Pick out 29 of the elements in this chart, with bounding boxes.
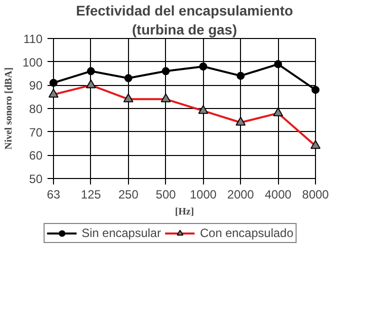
point (86, 67, 95, 76)
point (312, 86, 320, 94)
x-tick-label: 125 (80, 188, 102, 202)
x-tick-label: 1000 (190, 188, 217, 202)
y-tick-label: 110 (23, 32, 43, 46)
point (236, 72, 245, 80)
x-tick-label: 250 (118, 188, 139, 202)
chart-title: Efectividad del encapsulamiento (76, 2, 294, 18)
y-axis-title: Nivel sonoro [dBA] (3, 67, 14, 150)
point (124, 74, 132, 82)
y-tick-label: 90 (29, 78, 43, 93)
y-tick-label: 50 (29, 172, 43, 186)
y-tick-label: 60 (29, 148, 43, 163)
x-tick-label: 63 (46, 188, 60, 202)
x-tick-label: 500 (156, 188, 176, 202)
x-tick-label: 8000 (302, 188, 330, 202)
chart-subtitle: (turbina de gas) (132, 22, 238, 38)
point (274, 60, 282, 68)
x-axis-title: [Hz] (175, 206, 194, 218)
x-tick-label: 4000 (264, 188, 292, 202)
point (162, 67, 170, 76)
legend-label: Sin encapsular (82, 226, 161, 240)
x-tick-label: 2000 (227, 188, 254, 202)
legend-label: Con encapsulado (200, 226, 294, 240)
y-tick-label: 70 (29, 125, 43, 140)
point (199, 62, 208, 70)
point (50, 78, 58, 87)
y-tick-label: 80 (29, 102, 43, 116)
y-tick-label: 100 (22, 55, 43, 70)
